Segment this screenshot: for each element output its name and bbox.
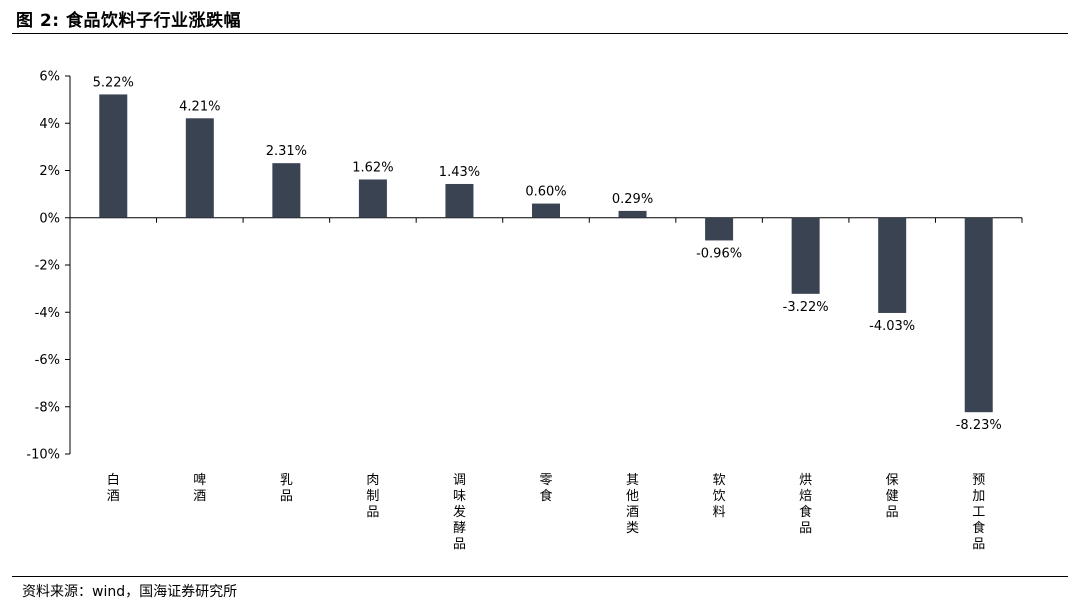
figure-title: 图 2: 食品饮料子行业涨跌幅 xyxy=(16,11,241,31)
title-divider xyxy=(12,33,1068,34)
bar-3 xyxy=(272,163,301,218)
category-label: 肉制品 xyxy=(366,473,379,520)
bar-4 xyxy=(358,179,387,218)
data-label: 0.60% xyxy=(525,185,566,200)
category-label: 零食 xyxy=(539,473,552,504)
data-label: 4.21% xyxy=(179,99,220,114)
bar-7 xyxy=(618,210,647,218)
category-label: 调味发酵品 xyxy=(453,473,466,552)
bar-1 xyxy=(99,94,128,218)
y-tick-label: -2% xyxy=(35,259,60,274)
y-tick-label: -8% xyxy=(35,400,60,415)
y-tick-label: 0% xyxy=(39,211,60,226)
category-label: 保健品 xyxy=(886,473,899,520)
bar-9 xyxy=(791,217,820,294)
data-label: -4.03% xyxy=(869,319,915,334)
data-label: 5.22% xyxy=(93,75,134,90)
bar-2 xyxy=(185,118,214,218)
source-note: 资料来源：wind，国海证券研究所 xyxy=(22,584,238,600)
category-label: 乳品 xyxy=(280,473,293,504)
y-tick-label: 4% xyxy=(39,117,60,132)
y-tick-label: 6% xyxy=(39,70,60,85)
source-divider xyxy=(12,576,1068,577)
category-label: 啤酒 xyxy=(193,473,206,504)
y-tick-label: -10% xyxy=(26,448,60,463)
y-tick-label: -6% xyxy=(35,353,60,368)
data-label: 0.29% xyxy=(612,192,653,207)
data-label: 2.31% xyxy=(266,144,307,159)
data-label: 1.43% xyxy=(439,165,480,180)
y-tick-label: 2% xyxy=(39,164,60,179)
category-label: 其他酒类 xyxy=(626,473,639,536)
data-label: -3.22% xyxy=(783,300,829,315)
data-label: -0.96% xyxy=(696,246,742,261)
category-label: 烘焙食品 xyxy=(799,473,812,536)
category-label: 软饮料 xyxy=(713,473,726,520)
bar-5 xyxy=(445,183,474,218)
y-tick-label: -4% xyxy=(35,306,60,321)
bar-11 xyxy=(964,217,993,413)
bar-8 xyxy=(705,217,734,241)
bar-10 xyxy=(878,217,907,313)
bar-6 xyxy=(532,203,560,218)
category-label: 预加工食品 xyxy=(972,473,985,552)
data-label: 1.62% xyxy=(352,160,393,175)
category-label: 白酒 xyxy=(107,472,120,504)
data-label: -8.23% xyxy=(956,418,1002,433)
